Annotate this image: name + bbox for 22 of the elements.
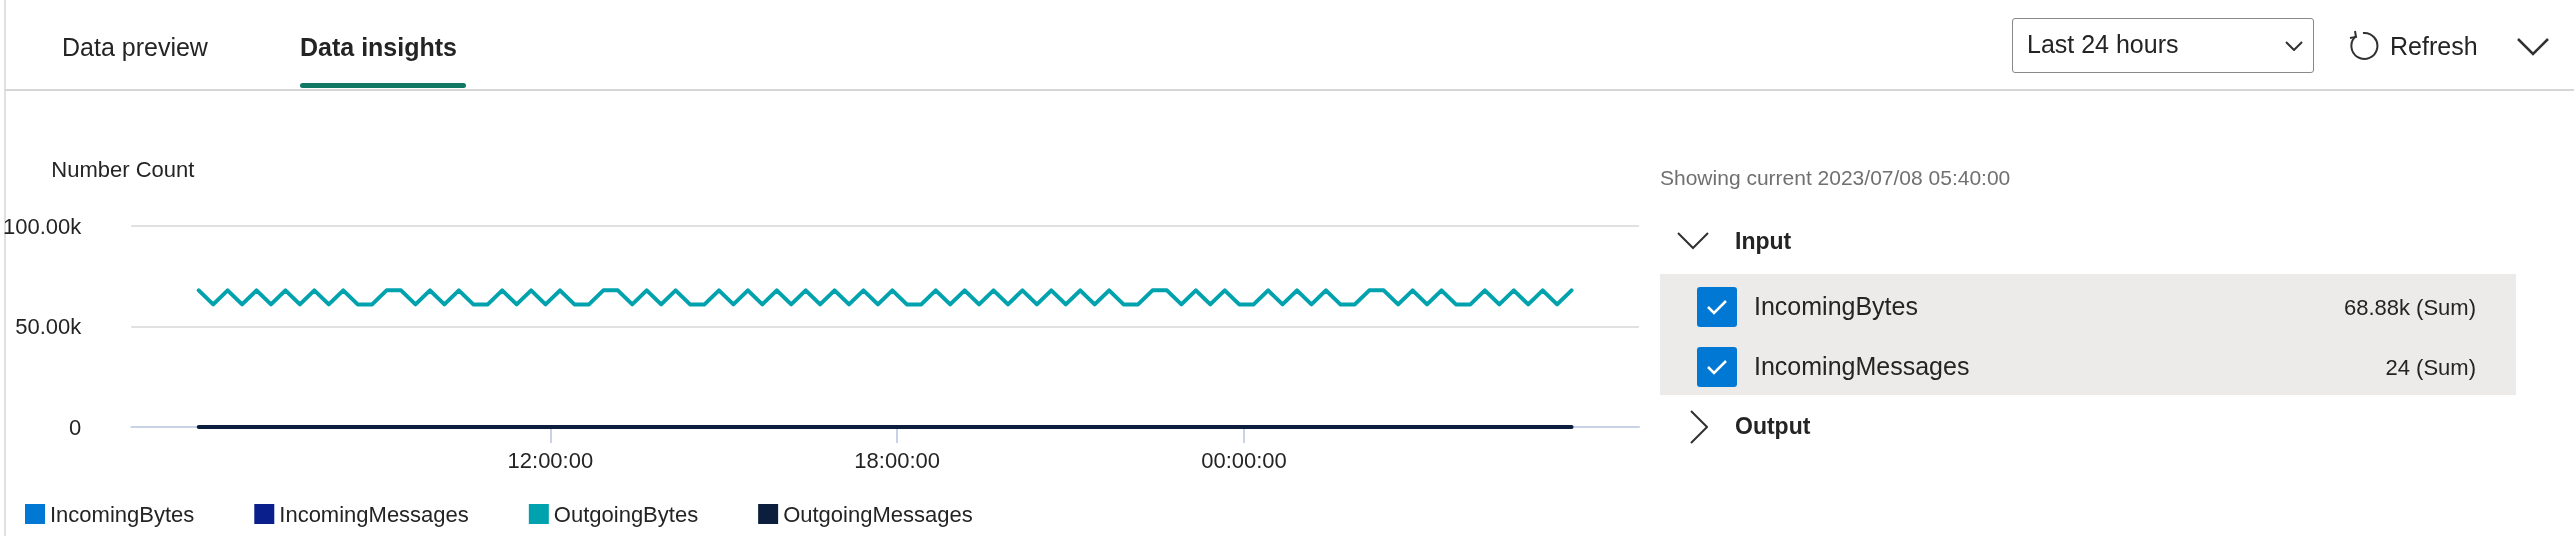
text: IncomingMessages	[1754, 352, 1970, 381]
text: 68.88k (Sum)	[2343, 295, 2476, 321]
text: Input	[1735, 228, 1792, 255]
text: 24 (Sum)	[2385, 355, 2476, 381]
x-tick-label: 12:00:00	[507, 447, 594, 473]
y-tick-label: 50.00k	[15, 314, 83, 339]
y-tick-label: 100.00k	[2, 213, 83, 239]
text: IncomingBytes	[1754, 292, 1918, 321]
y-axis-title: Number Count	[51, 156, 195, 182]
legend-label: OutgoingMessages	[783, 501, 973, 527]
text: Output	[1735, 413, 1811, 440]
text: Data preview	[62, 33, 208, 62]
text: Refresh	[2390, 32, 2478, 61]
legend-label: IncomingMessages	[279, 501, 469, 527]
text: Last 24 hours	[2027, 30, 2179, 59]
y-tick-label: 0	[69, 414, 82, 440]
x-tick-label: 18:00:00	[854, 447, 941, 473]
text: Showing current 2023/07/08 05:40:00	[1660, 166, 2011, 190]
legend-label: IncomingBytes	[50, 501, 195, 527]
text: Data insights	[300, 33, 457, 62]
x-tick-label: 00:00:00	[1201, 447, 1287, 473]
legend-label: OutgoingBytes	[553, 501, 699, 527]
